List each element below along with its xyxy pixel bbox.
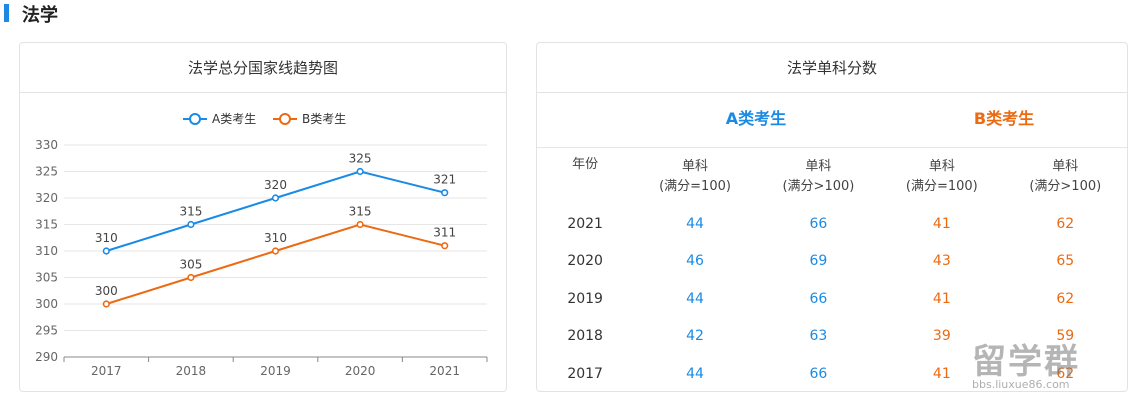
chart-card-title: 法学总分国家线趋势图 [20, 43, 506, 93]
cell-score: 41 [932, 290, 951, 307]
data-point [102, 247, 110, 255]
data-point [356, 167, 364, 176]
data-point [102, 300, 110, 308]
legend-label: A类考生 [212, 112, 256, 126]
data-point [441, 189, 449, 197]
group-divider [537, 147, 1127, 148]
legend-swatch-marker [279, 113, 291, 125]
scores-table: 年份 单科 (满分=100) 单科 (满分>100) 单科 (满分=100) 单科 (满分>10… [537, 155, 1127, 393]
data-label: 315 [179, 205, 202, 219]
table-header-row: 年份 单科 (满分=100) 单科 (满分>100) 单科 (满分=100) 单科 (满分>10… [537, 155, 1127, 205]
legend-label: B类考生 [302, 112, 346, 126]
cell-year: 2019 [567, 290, 603, 307]
cell-year: 2018 [567, 328, 603, 345]
cell-score: 39 [932, 328, 951, 345]
data-point [271, 194, 280, 202]
cell-score: 63 [809, 328, 828, 345]
x-tick-label: 2018 [176, 364, 207, 378]
x-tick-label: 2021 [429, 364, 460, 378]
trend-chart-card: 法学总分国家线趋势图 290 295 300 305 310 315 320 325 330 20… [19, 42, 507, 392]
header-subject-col-4: 单科 (满分>100) [1029, 159, 1102, 194]
table-row: 2021 44 66 41 62 [537, 205, 1127, 243]
watermark-url: bbs.liuxue86.com [972, 378, 1070, 391]
cell-year: 2020 [567, 253, 603, 270]
cell-score: 59 [1056, 328, 1075, 345]
group-header-row: A类考生 B类考生 [537, 93, 1127, 141]
section-accent-bar [4, 4, 9, 22]
data-point [356, 220, 364, 229]
cell-score: 62 [1056, 290, 1075, 307]
cell-score: 43 [932, 253, 951, 270]
data-label: 320 [264, 178, 287, 192]
scores-table-area: A类考生 B类考生 年份 单科 (满分=100) 单科 (满分>100) 单科 (满分=10… [537, 93, 1127, 382]
cell-score: 44 [686, 290, 704, 307]
x-tick-label: 2019 [260, 364, 291, 378]
cell-score: 41 [932, 365, 951, 382]
cell-score: 44 [686, 365, 704, 382]
header-year: 年份 [572, 157, 599, 172]
trend-line-chart: 290 295 300 305 310 315 320 325 330 2017 2018 2019 2… [35, 112, 488, 378]
header-subject-col-3: 单科 (满分=100) [905, 159, 978, 194]
watermark-text: 留学群 [972, 342, 1080, 382]
table-card-title: 法学单科分数 [537, 43, 1127, 93]
data-label: 321 [433, 173, 456, 187]
data-point [441, 242, 449, 250]
table-row: 2017 44 66 41 62 [537, 355, 1127, 393]
group-b-label: B类考生 [973, 109, 1035, 128]
y-tick-label: 300 [35, 297, 58, 311]
header-subject-col-2: 单科 (满分>100) [782, 159, 855, 194]
y-tick-label: 325 [35, 165, 58, 179]
watermark-logo: 留学群 bbs.liuxue86.com [972, 334, 1137, 398]
y-tick-label: 295 [35, 324, 58, 338]
data-label: 325 [349, 152, 372, 166]
cell-score: 66 [809, 365, 828, 382]
y-tick-label: 290 [35, 350, 58, 364]
data-label: 300 [95, 284, 118, 298]
table-row: 2020 46 69 43 65 [537, 243, 1127, 281]
cell-score: 62 [1056, 365, 1075, 382]
data-label: 315 [349, 205, 372, 219]
data-label: 310 [95, 231, 118, 245]
cell-score: 44 [686, 215, 704, 232]
y-tick-label: 310 [35, 244, 58, 258]
y-tick-label: 315 [35, 218, 58, 232]
cell-score: 69 [809, 253, 828, 270]
y-tick-label: 320 [35, 191, 58, 205]
cell-score: 65 [1056, 253, 1075, 270]
group-a-label: A类考生 [725, 109, 787, 128]
section-header: 法学 [0, 0, 300, 26]
header-subject-col-1: 单科 (满分=100) [659, 159, 731, 194]
scores-table-card: 法学单科分数 A类考生 B类考生 年份 单科 (满分=100) 单科 (满分>100) 单… [536, 42, 1128, 392]
cell-score: 46 [686, 253, 704, 270]
cell-score: 62 [1056, 215, 1075, 232]
data-point [271, 247, 280, 255]
cell-score: 42 [686, 328, 704, 345]
x-tick-label: 2020 [345, 364, 376, 378]
data-point [187, 220, 195, 229]
y-tick-label: 330 [35, 138, 58, 152]
cell-year: 2021 [567, 215, 603, 232]
cell-score: 41 [932, 215, 951, 232]
cell-year: 2017 [567, 365, 603, 382]
data-point [187, 273, 195, 282]
x-tick-label: 2017 [91, 364, 122, 378]
y-tick-label: 305 [35, 271, 58, 285]
data-label: 311 [433, 226, 456, 240]
cell-score: 66 [809, 290, 828, 307]
table-row: 2019 44 66 41 62 [537, 280, 1127, 318]
cell-score: 66 [809, 215, 828, 232]
section-title: 法学 [22, 5, 58, 26]
legend-swatch-marker [189, 113, 201, 125]
data-label: 305 [179, 258, 202, 272]
table-row: 2018 42 63 39 59 [537, 318, 1127, 356]
data-label: 310 [264, 231, 287, 245]
